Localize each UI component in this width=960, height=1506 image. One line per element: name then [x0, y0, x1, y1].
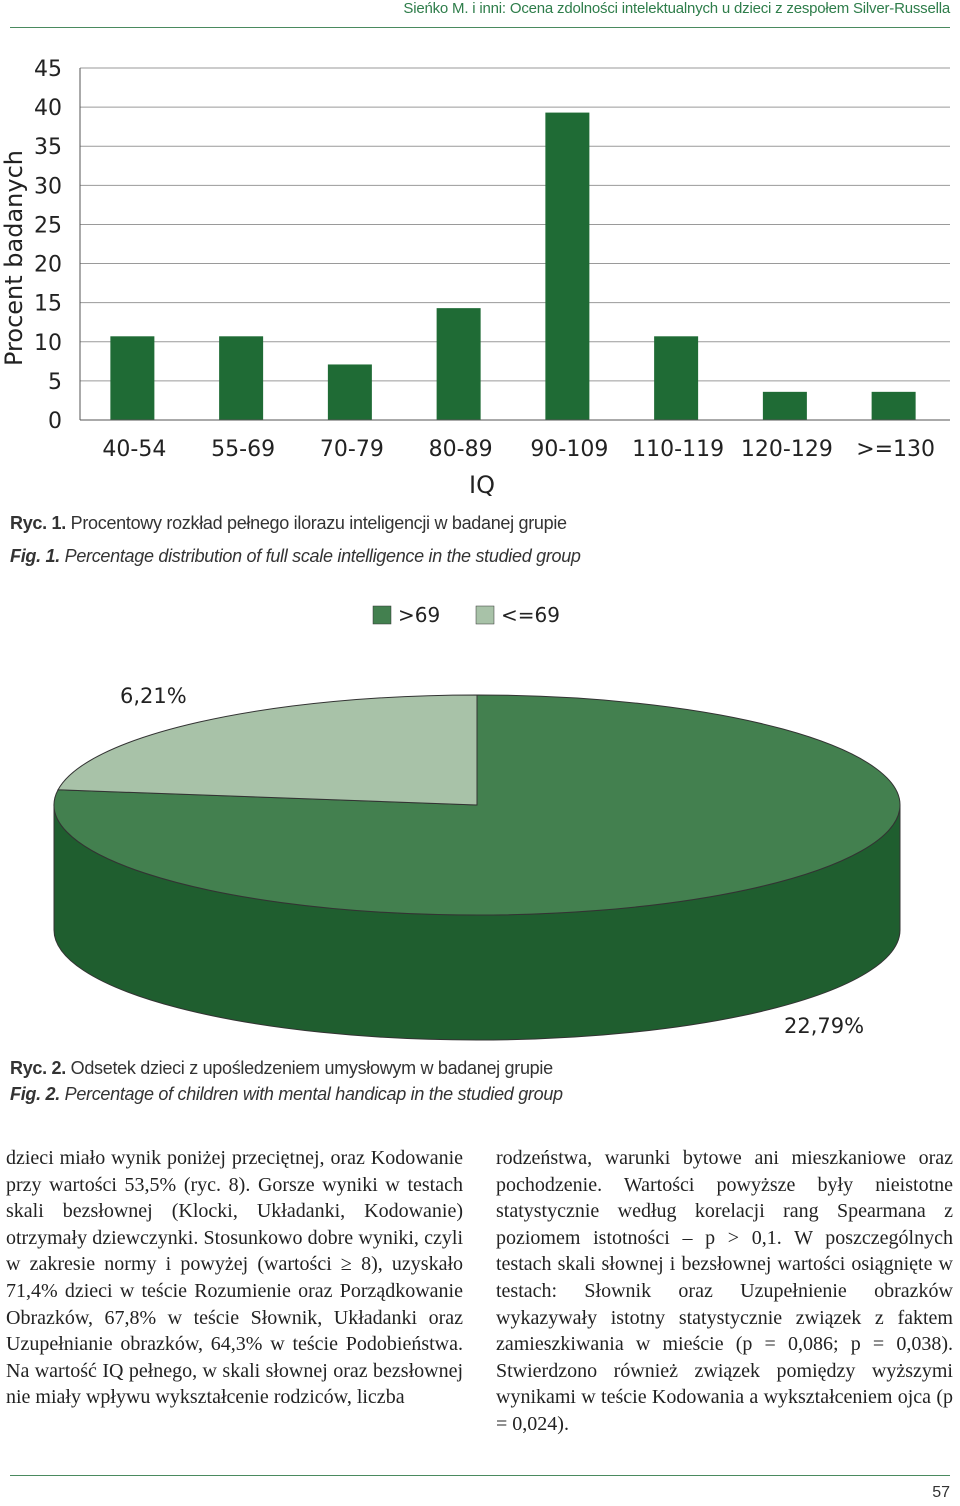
x-tick-label: 110-119	[632, 437, 724, 462]
caption-label: Ryc. 2.	[10, 1058, 66, 1078]
y-tick-label: 40	[34, 96, 62, 121]
caption-text: Procentowy rozkład pełnego ilorazu intel…	[70, 513, 567, 533]
x-tick-label: >=130	[856, 437, 935, 462]
header-rule	[10, 27, 950, 28]
figure-1-bar-chart: 0 5 10 15 20 25 30 35 40 45 40-54 55-69 70-79 80-89 9…	[0, 57, 950, 499]
y-tick-label: 0	[48, 409, 62, 434]
running-head: Sieńko M. i inni: Ocena zdolności intele…	[0, 0, 960, 40]
x-tick-label: 120-129	[741, 437, 833, 462]
bar-40-54	[110, 336, 155, 420]
x-tick-label: 90-109	[530, 437, 608, 462]
running-head-text: Sieńko M. i inni: Ocena zdolności intele…	[403, 0, 950, 17]
y-axis-label: Procent badanych	[0, 150, 28, 366]
page-number: 57	[932, 1484, 950, 1501]
y-tick-label: 10	[34, 331, 62, 356]
figure-2-caption-en: Fig. 2. Percentage of children with ment…	[10, 1084, 563, 1105]
y-tick-label: 15	[34, 292, 62, 317]
body-column-right: rodzeństwa, warunki bytowe ani mieszkani…	[496, 1147, 953, 1435]
figure-1-caption-pl: Ryc. 1. Procentowy rozkład pełnego ilora…	[10, 513, 567, 534]
figure-2-caption-pl: Ryc. 2. Odsetek dzieci z upośledzeniem u…	[10, 1058, 553, 1079]
bar-80-89	[436, 308, 481, 420]
y-tick-label: 35	[34, 135, 62, 160]
caption-label: Fig. 2.	[10, 1084, 60, 1104]
pie-data-label-2: 22,79%	[784, 1014, 864, 1038]
figure-1-caption-en: Fig. 1. Percentage distribution of full …	[10, 546, 581, 567]
y-tick-label: 5	[48, 370, 62, 395]
y-tick-label: 20	[34, 253, 62, 278]
pie-data-label-1: 6,21%	[120, 684, 187, 708]
caption-text: Percentage of children with mental handi…	[64, 1084, 563, 1104]
caption-text: Percentage distribution of full scale in…	[64, 546, 581, 566]
x-tick-label: 40-54	[102, 437, 166, 462]
legend-label-le69: <=69	[501, 603, 560, 627]
pie-slice-le69	[57, 694, 478, 806]
legend-swatch-le69	[475, 605, 495, 625]
y-tick-label: 45	[34, 57, 62, 82]
bar-110-119	[654, 336, 699, 420]
bar->=130	[871, 391, 916, 420]
x-tick-label: 80-89	[429, 437, 493, 462]
x-tick-label: 70-79	[320, 437, 384, 462]
bar-70-79	[327, 364, 372, 420]
legend-swatch-gt69	[372, 605, 392, 625]
y-tick-label: 30	[34, 174, 62, 199]
x-axis-label: IQ	[469, 471, 495, 499]
legend-label-gt69: >69	[398, 603, 440, 627]
caption-label: Fig. 1.	[10, 546, 60, 566]
figure-2-pie-chart: >69 <=69 6,21% 22,79%	[53, 603, 901, 1041]
footer-rule	[10, 1475, 950, 1476]
y-tick-label: 25	[34, 213, 62, 238]
bar-55-69	[219, 336, 264, 420]
body-column-left: dzieci miało wynik poniżej przeciętnej, …	[6, 1147, 463, 1409]
caption-label: Ryc. 1.	[10, 513, 66, 533]
x-tick-label: 55-69	[211, 437, 275, 462]
bar-90-109	[545, 112, 590, 420]
caption-text: Odsetek dzieci z upośledzeniem umysłowym…	[70, 1058, 553, 1078]
bar-120-129	[762, 391, 807, 420]
